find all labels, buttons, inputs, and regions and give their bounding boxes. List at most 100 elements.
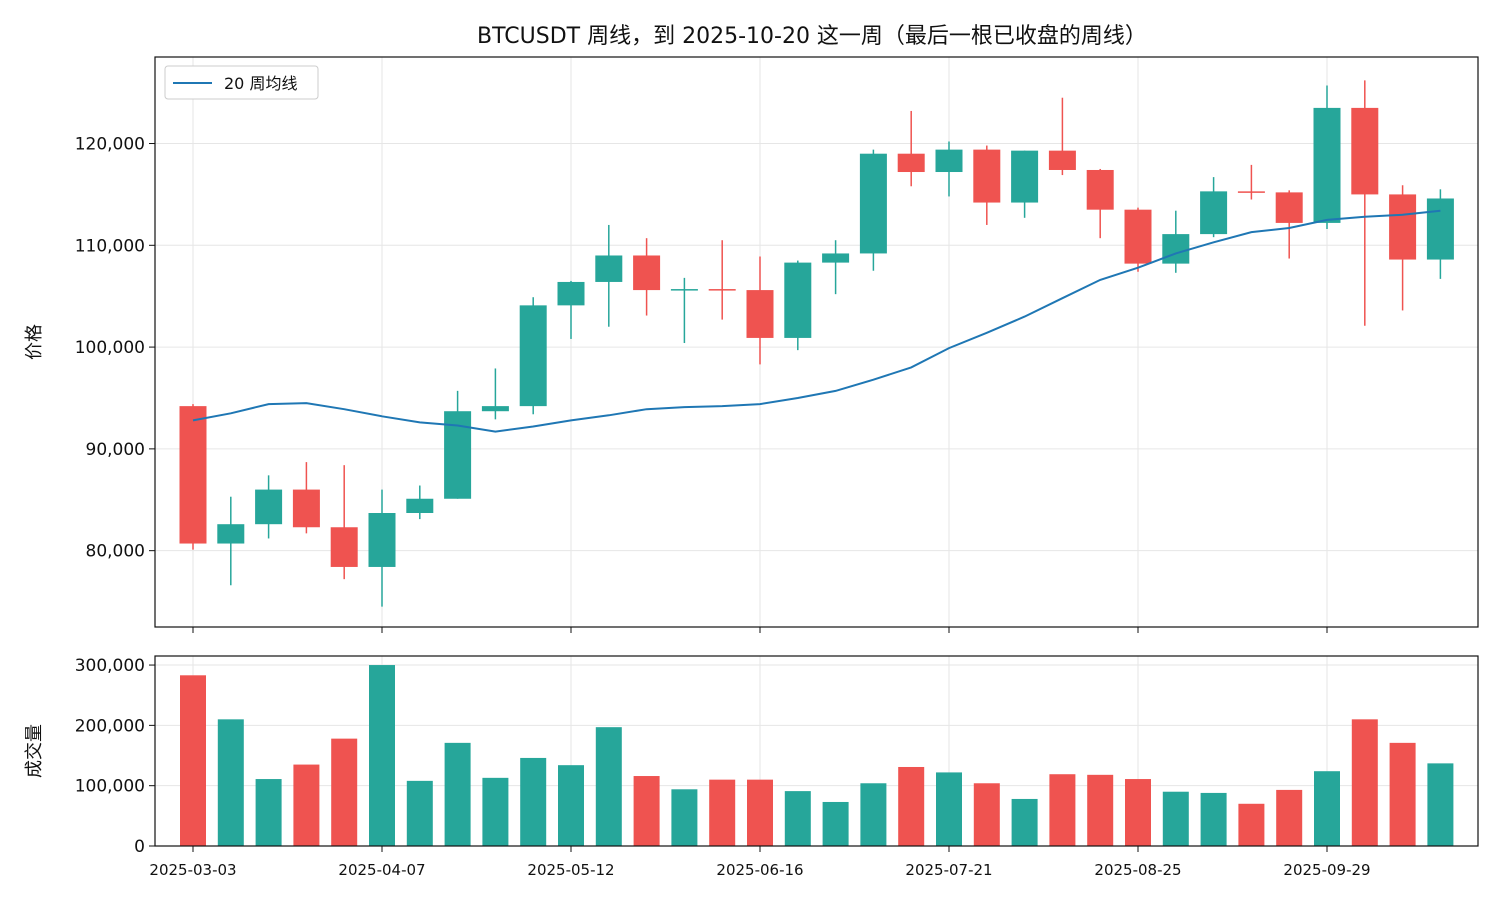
volume-bars bbox=[180, 665, 1454, 846]
volume-bar bbox=[898, 766, 925, 846]
candle-body bbox=[633, 255, 661, 291]
candle-body bbox=[481, 406, 509, 412]
candle-body bbox=[1426, 198, 1454, 260]
price-panel-frame bbox=[154, 56, 1479, 628]
price-y-tick-label: 110,000 bbox=[75, 236, 145, 256]
chart-title: BTCUSDT 周线，到 2025-10-20 这一周（最后一根已收盘的周线） bbox=[477, 24, 1147, 49]
candle-body bbox=[708, 289, 736, 291]
candle-body bbox=[1237, 191, 1265, 193]
volume-bar bbox=[1314, 771, 1340, 846]
candle-body bbox=[595, 255, 623, 282]
volume-bar bbox=[1049, 774, 1076, 846]
volume-y-tick-label: 100,000 bbox=[75, 777, 145, 797]
candle-body bbox=[368, 513, 396, 567]
volume-bar bbox=[482, 777, 509, 846]
volume-bar bbox=[1200, 792, 1227, 846]
candle-body bbox=[897, 153, 925, 173]
candle-body bbox=[784, 262, 812, 338]
x-tick-label: 2025-09-29 bbox=[1283, 861, 1370, 879]
volume-bar bbox=[822, 801, 849, 846]
volume-bar bbox=[255, 779, 282, 846]
candle-body bbox=[330, 527, 358, 567]
volume-y-axis: 0 100,000 200,000 300,000 bbox=[75, 656, 155, 857]
price-y-axis-label: 价格 bbox=[24, 324, 45, 360]
volume-y-tick-label: 0 bbox=[134, 837, 145, 857]
candle-body bbox=[519, 305, 547, 407]
volume-bar bbox=[1276, 789, 1303, 846]
candle-body bbox=[973, 149, 1001, 203]
candle-body bbox=[255, 489, 283, 525]
volume-bar bbox=[1087, 774, 1114, 846]
candle-body bbox=[1048, 150, 1076, 170]
volume-bar bbox=[217, 719, 244, 846]
price-candles bbox=[179, 80, 1454, 607]
volume-bar bbox=[1427, 763, 1454, 846]
x-tick-label: 2025-04-07 bbox=[338, 861, 425, 879]
legend: 20 周均线 bbox=[164, 65, 319, 100]
candle-body bbox=[1275, 192, 1303, 223]
candle-body bbox=[179, 406, 207, 544]
volume-bar bbox=[331, 738, 358, 846]
volume-bar bbox=[520, 757, 547, 846]
volume-bar bbox=[1125, 779, 1151, 846]
candle-body bbox=[1086, 169, 1114, 210]
volume-bar bbox=[1238, 803, 1265, 846]
volume-bar bbox=[1162, 791, 1189, 846]
volume-y-tick-label: 200,000 bbox=[75, 716, 145, 736]
x-tick-label: 2025-03-03 bbox=[149, 861, 236, 879]
volume-y-tick-label: 300,000 bbox=[75, 656, 145, 676]
x-tick-label: 2025-08-25 bbox=[1094, 861, 1181, 879]
x-tick-label: 2025-07-21 bbox=[905, 861, 992, 879]
volume-bar bbox=[595, 727, 622, 846]
candle-body bbox=[292, 489, 320, 528]
candle-body bbox=[1351, 107, 1379, 195]
candle-body bbox=[1200, 191, 1228, 235]
ma20-layer bbox=[192, 209, 1441, 433]
candle-body bbox=[1162, 234, 1190, 264]
price-y-tick-label: 120,000 bbox=[75, 135, 145, 155]
volume-bar bbox=[558, 765, 584, 846]
candle-body bbox=[935, 149, 963, 173]
volume-bar bbox=[293, 764, 320, 846]
volume-bar bbox=[406, 780, 433, 846]
candle-body bbox=[859, 153, 887, 254]
volume-bar bbox=[860, 783, 887, 846]
volume-y-axis-label: 成交量 bbox=[24, 724, 45, 778]
volume-bar bbox=[369, 665, 395, 846]
candle-body bbox=[557, 281, 585, 306]
volume-bar bbox=[1351, 719, 1378, 846]
x-axis: 2025-03-03 2025-04-07 2025-05-12 2025-06-16… bbox=[149, 627, 1371, 879]
volume-bar bbox=[633, 776, 660, 846]
volume-bar bbox=[936, 772, 962, 846]
volume-bar bbox=[784, 791, 811, 846]
volume-panel-frame bbox=[154, 655, 1479, 847]
price-y-axis: 80,000 90,000 100,000 110,000 120,000 bbox=[75, 135, 155, 562]
volume-bar bbox=[180, 675, 206, 846]
ma20-line bbox=[192, 209, 1441, 433]
volume-bar bbox=[444, 742, 471, 846]
candle-body bbox=[670, 289, 698, 291]
volume-bar bbox=[671, 789, 698, 846]
price-y-tick-label: 80,000 bbox=[86, 542, 145, 562]
candle-body bbox=[1313, 107, 1341, 223]
price-y-tick-label: 90,000 bbox=[86, 440, 145, 460]
legend-label: 20 周均线 bbox=[224, 74, 297, 93]
x-tick-label: 2025-05-12 bbox=[527, 861, 614, 879]
volume-bar bbox=[1389, 742, 1416, 846]
candle-body bbox=[1124, 209, 1152, 264]
candle-body bbox=[217, 524, 245, 544]
x-tick-label: 2025-06-16 bbox=[716, 861, 803, 879]
candle-body bbox=[406, 498, 434, 513]
candle-body bbox=[1389, 194, 1417, 260]
volume-bar bbox=[973, 783, 1000, 846]
price-y-tick-label: 100,000 bbox=[75, 338, 145, 358]
candle-body bbox=[746, 290, 774, 338]
volume-bar bbox=[709, 779, 736, 846]
candle-body bbox=[1011, 150, 1039, 203]
volume-bar bbox=[747, 779, 773, 846]
candle-body bbox=[822, 253, 850, 263]
volume-bar bbox=[1011, 798, 1038, 846]
legend-box bbox=[164, 65, 319, 100]
